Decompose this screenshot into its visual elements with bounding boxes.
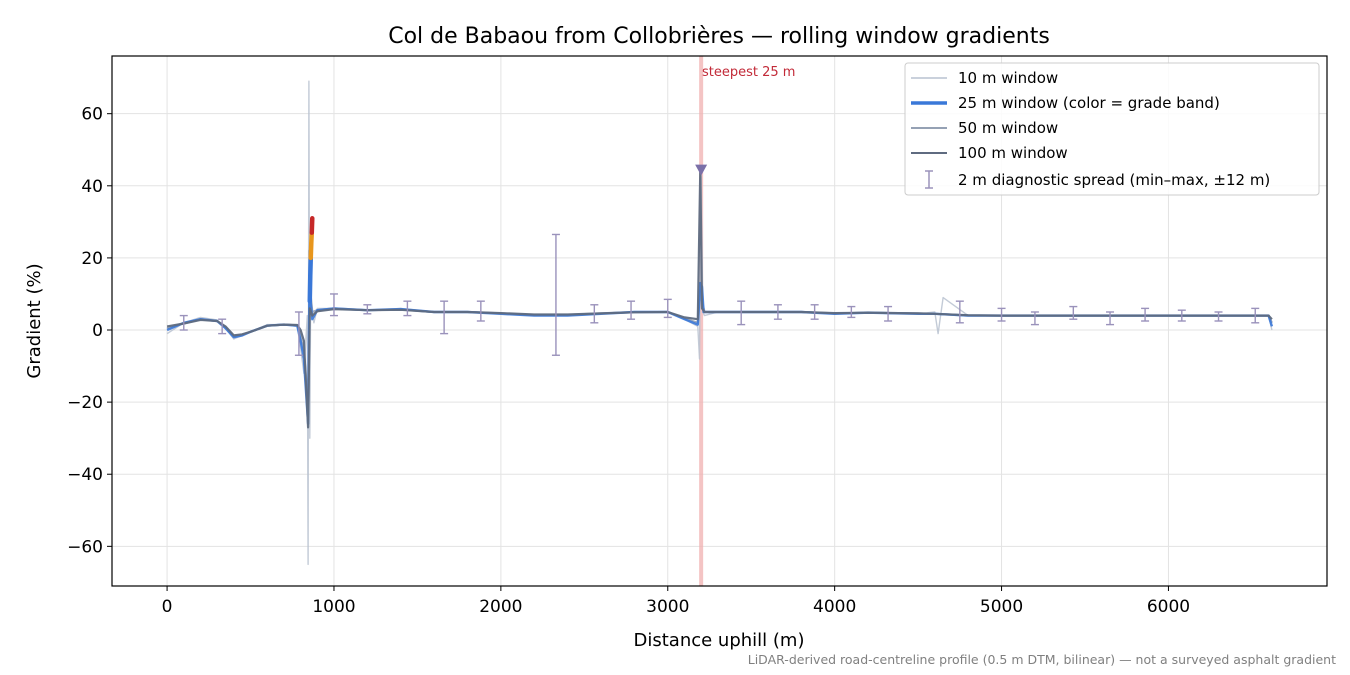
spread-errorbar [363, 304, 372, 315]
y-tick-label: −40 [67, 465, 103, 485]
y-tick-label: 0 [92, 321, 103, 341]
grade-band-segment [309, 215, 315, 235]
grade-band-segment [307, 273, 313, 304]
spread-errorbar [403, 300, 412, 317]
spread-errorbar [590, 304, 599, 324]
series-lines [166, 80, 1274, 566]
series-50m-line [166, 285, 1273, 404]
grade-band-segment [308, 241, 314, 261]
legend-swatch-spread [925, 170, 933, 189]
legend-label-10m: 10 m window [958, 69, 1058, 87]
legend-label-50m: 50 m window [958, 119, 1058, 137]
spread-errorbar [847, 305, 856, 319]
plot-area-frame [111, 55, 1328, 587]
spread-errorbar [294, 311, 303, 356]
spread-errorbar [179, 314, 188, 331]
legend-label-100m: 100 m window [958, 144, 1068, 162]
y-tick-label: −60 [67, 537, 103, 557]
x-tick-label: 5000 [980, 597, 1023, 617]
chart-title: Col de Babaou from Collobrières — rollin… [388, 24, 1050, 49]
steepest-label: steepest 25 m [702, 65, 795, 80]
x-tick-label: 1000 [312, 597, 355, 617]
spread-errorbar [1214, 311, 1223, 322]
footnote: LiDAR-derived road-centreline profile (0… [747, 652, 1336, 667]
steepest-peak-marker [695, 164, 708, 176]
x-tick-label: 4000 [813, 597, 856, 617]
axis-ticks: 0 1000 2000 3000 4000 5000 6000 −60 −40 −20 0 20 40 6… [67, 105, 1190, 617]
y-tick-label: 20 [81, 249, 103, 269]
spread-errorbar [218, 318, 227, 335]
legend: 10 m window 25 m window (color = grade b… [904, 62, 1320, 196]
legend-label-25m: 25 m window (color = grade band) [958, 94, 1220, 112]
x-axis-label: Distance uphill (m) [634, 630, 805, 651]
spread-errorbar [1106, 311, 1115, 326]
spread-errorbar [1030, 311, 1039, 326]
spread-errorbar [773, 304, 782, 320]
legend-label-spread: 2 m diagnostic spread (min–max, ±12 m) [958, 171, 1270, 189]
spread-errorbar [955, 300, 964, 324]
spread-errorbar [737, 300, 746, 326]
steepest-peak [695, 164, 708, 176]
legend-box [904, 62, 1320, 196]
spread-errorbar [663, 298, 672, 319]
series-100m-line [166, 166, 1273, 429]
steepest-band-rect [699, 56, 704, 586]
steepest-band [699, 56, 704, 586]
spread-errorbar [1251, 307, 1260, 324]
y-tick-label: −20 [67, 393, 103, 413]
spread-errorbar [627, 300, 636, 320]
spread-errorbar [810, 304, 819, 320]
grade-band-segment [308, 255, 314, 279]
spread-errorbar [476, 300, 485, 322]
spread-errorbar [329, 293, 338, 317]
spread-errorbar [1141, 307, 1150, 322]
spread-errorbar [997, 307, 1006, 322]
diagnostic-spread [179, 233, 1260, 356]
x-tick-label: 2000 [479, 597, 522, 617]
y-tick-label: 60 [81, 105, 103, 125]
x-tick-label: 3000 [646, 597, 689, 617]
spread-errorbar [1069, 305, 1078, 320]
spread-errorbar [1177, 309, 1186, 322]
x-tick-label: 0 [162, 597, 173, 617]
spread-errorbar [884, 305, 893, 322]
y-axis-label: Gradient (%) [24, 263, 45, 378]
spread-errorbar [440, 300, 449, 335]
series-25m-line [166, 249, 1274, 425]
y-tick-label: 40 [81, 177, 103, 197]
spread-errorbar [551, 233, 560, 356]
x-tick-label: 6000 [1147, 597, 1190, 617]
